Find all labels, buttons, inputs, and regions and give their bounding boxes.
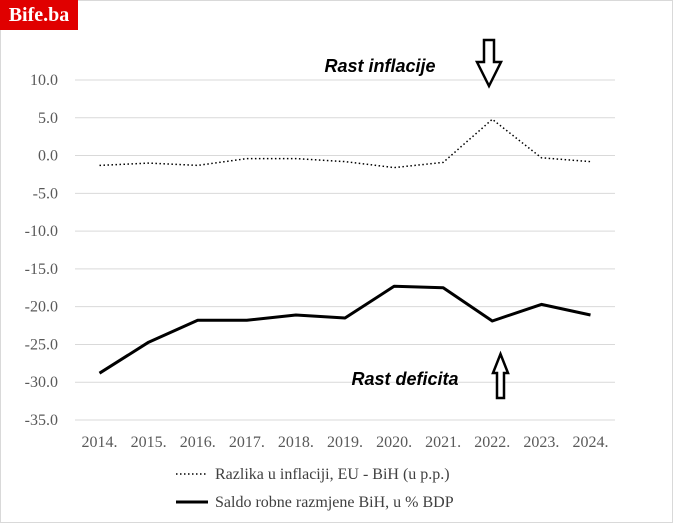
y-tick-label: -15.0 (25, 261, 58, 278)
legend-label-trade: Saldo robne razmjene BiH, u % BDP (215, 494, 454, 511)
x-tick-label: 2017. (229, 434, 265, 451)
x-tick-label: 2016. (180, 434, 216, 451)
arrow-up-icon (491, 350, 510, 400)
x-tick-label: 2023. (523, 434, 559, 451)
series-lines (98, 118, 591, 375)
y-tick-label: -20.0 (25, 299, 58, 316)
y-tick-label: -25.0 (25, 336, 58, 353)
grid-lines (75, 79, 615, 421)
x-tick-label: 2021. (425, 434, 461, 451)
arrow-down-icon (474, 38, 504, 89)
series-line-trade-balance (98, 284, 591, 375)
y-tick-label: 0.0 (38, 148, 58, 165)
x-tick-label: 2015. (131, 434, 167, 451)
x-tick-label: 2018. (278, 434, 314, 451)
annotation-rast-inflacije: Rast inflacije (324, 56, 435, 76)
annotation-rast-deficita: Rast deficita (351, 369, 458, 389)
x-tick-label: 2022. (474, 434, 510, 451)
y-tick-label: -30.0 (25, 374, 58, 391)
legend-label-inflation: Razlika u inflaciji, EU - BiH (u p.p.) (215, 466, 450, 483)
x-tick-label: 2014. (82, 434, 118, 451)
legend: Razlika u inflaciji, EU - BiH (u p.p.) S… (176, 466, 454, 511)
x-tick-label: 2020. (376, 434, 412, 451)
y-tick-label: -5.0 (33, 185, 58, 202)
x-axis-ticks: 2014. 2015. 2016. 2017. 2018. 2019. 2020. 2021.… (82, 434, 609, 451)
y-tick-label: -35.0 (25, 412, 58, 429)
y-axis-ticks: 10.0 5.0 0.0 -5.0 -10.0 -15.0 -20.0 -25.0 -30.0 -… (25, 72, 58, 429)
series-line-inflation (99, 118, 591, 169)
y-tick-label: 5.0 (38, 110, 58, 127)
y-tick-label: 10.0 (30, 72, 58, 89)
brand-logo[interactable]: Bife.ba (0, 0, 78, 30)
x-tick-label: 2019. (327, 434, 363, 451)
y-tick-label: -10.0 (25, 223, 58, 240)
x-tick-label: 2024. (572, 434, 608, 451)
